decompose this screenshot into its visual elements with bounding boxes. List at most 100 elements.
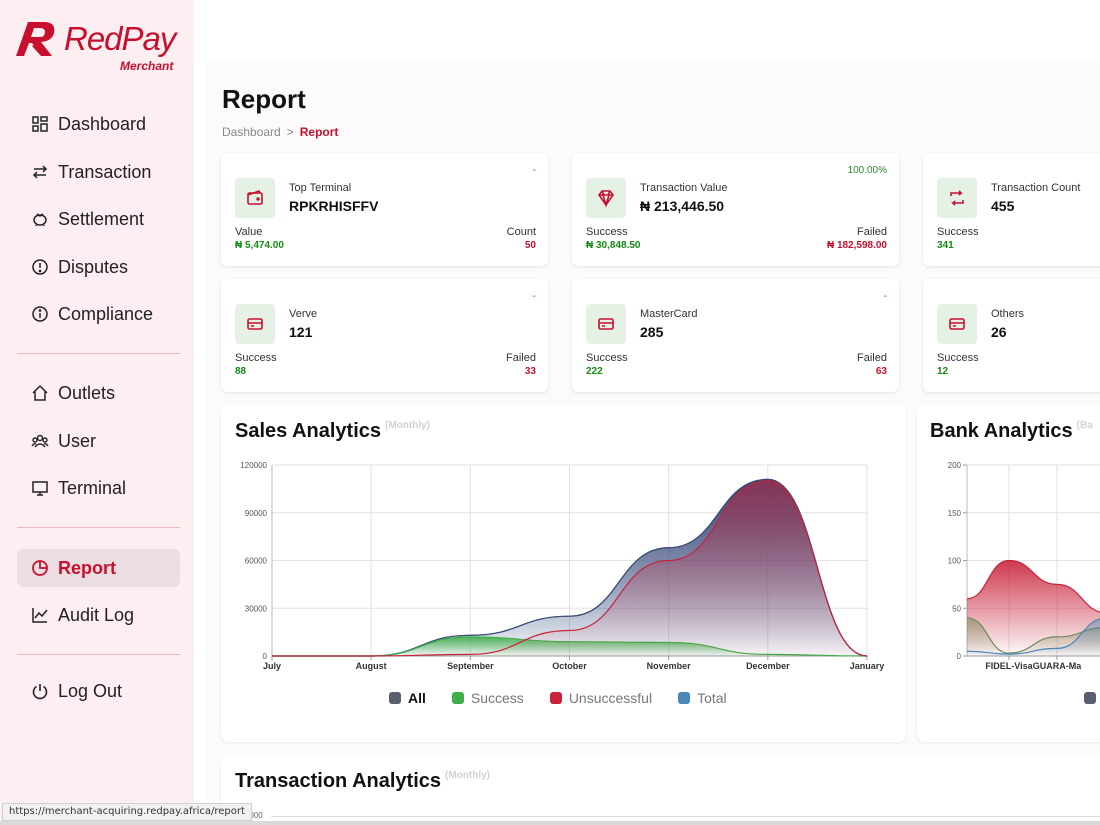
sales-analytics-title: Sales Analytics (Monthly) xyxy=(235,420,430,443)
legend-label: Success xyxy=(470,690,524,706)
sidebar-item-dashboard[interactable]: Dashboard xyxy=(17,105,180,143)
x-tick-label: August xyxy=(356,661,387,671)
sidebar-item-user[interactable]: User xyxy=(17,422,180,460)
card-bottom-left-value: 88 xyxy=(235,366,247,377)
card-bottom-right-value: 50 xyxy=(524,240,536,251)
y-tick-label: 0 xyxy=(957,652,962,661)
home-icon xyxy=(31,384,49,402)
sidebar-item-settlement[interactable]: Settlement xyxy=(17,200,180,238)
series-line-unsuccessful xyxy=(966,559,1100,613)
legend-item-total[interactable]: Total xyxy=(678,690,727,706)
redpay-logo[interactable]: RedPay Merchant xyxy=(14,18,186,74)
status-bar-url: https://merchant-acquiring.redpay.africa… xyxy=(2,803,252,821)
window-bottom-edge xyxy=(0,821,1100,825)
sidebar-item-label: Transaction xyxy=(58,161,152,182)
sidebar-item-label: Audit Log xyxy=(58,604,135,625)
credit-card-icon xyxy=(235,304,275,344)
bank-analytics-chart: 0 50 100 150 200 FIDEL-Visa GUARA-Ma xyxy=(948,461,1100,671)
panel-title-text: Transaction Analytics xyxy=(235,770,441,792)
x-tick-label: October xyxy=(552,661,587,671)
series-area-unsuccessful xyxy=(967,560,1100,656)
x-tick-label: July xyxy=(263,661,281,671)
y-tick-label: 150 xyxy=(948,509,962,518)
sidebar-item-label: Settlement xyxy=(58,208,145,229)
sidebar-item-label: Report xyxy=(58,557,116,578)
sidebar-item-audit-log[interactable]: Audit Log xyxy=(17,596,180,634)
credit-card-icon xyxy=(937,304,977,344)
sidebar-item-label: User xyxy=(58,430,97,451)
card-bottom-right-label: Failed xyxy=(506,352,536,364)
page-title: Report xyxy=(222,84,306,114)
dashboard-icon xyxy=(31,115,49,133)
sidebar-item-outlets[interactable]: Outlets xyxy=(17,374,180,412)
sales-analytics-chart: 0 30000 60000 90000 120000 July August Septembe… xyxy=(240,461,884,671)
card-bottom-right-label: Failed xyxy=(857,352,887,364)
series-line-unsuccessful xyxy=(272,480,868,657)
card-percent: - xyxy=(532,291,536,302)
card-label: Top Terminal xyxy=(289,182,352,194)
card-value: 26 xyxy=(991,324,1007,340)
legend-item-unsuccessful[interactable]: Unsuccessful xyxy=(549,690,653,706)
legend-label: Total xyxy=(697,690,727,706)
legend-label: Unsuccessful xyxy=(568,690,653,706)
sidebar-item-logout[interactable]: Log Out xyxy=(17,672,180,710)
card-label: Verve xyxy=(289,308,318,320)
x-tick-label: GUARA-Ma xyxy=(1033,661,1082,671)
line-chart-icon xyxy=(31,606,49,624)
transaction-analytics-panel: Transaction Analytics(Monthly) 120000 xyxy=(221,755,1100,825)
panel-title-text: Bank Analytics xyxy=(930,420,1073,442)
card-bottom-left-label: Success xyxy=(235,352,277,364)
transaction-value-card: 100.00% Transaction Value ₦ 213,446.50 S… xyxy=(572,153,899,266)
users-icon xyxy=(31,432,49,450)
arrows-exchange-icon xyxy=(31,163,49,181)
y-tick-label: 90000 xyxy=(245,509,268,518)
card-bottom-right-label: Failed xyxy=(857,226,887,238)
alert-circle-icon xyxy=(31,258,49,276)
sidebar-divider xyxy=(17,527,180,528)
panel-subtitle: (Monthly) xyxy=(445,770,490,781)
sidebar-item-compliance[interactable]: Compliance xyxy=(17,295,180,333)
mastercard-card: - MasterCard 285 Success 222 Failed 63 xyxy=(572,279,899,392)
x-tick-label: November xyxy=(647,661,692,671)
card-label: Transaction Value xyxy=(640,182,728,194)
brand-sub: Merchant xyxy=(120,59,174,73)
breadcrumb: Dashboard > Report xyxy=(222,125,338,139)
y-tick-label: 60000 xyxy=(245,557,268,566)
sidebar-item-label: Terminal xyxy=(58,477,127,498)
card-bottom-left-label: Success xyxy=(586,352,628,364)
transaction-analytics-title: Transaction Analytics (Monthly) xyxy=(235,770,490,793)
breadcrumb-root[interactable]: Dashboard xyxy=(222,125,281,139)
sidebar-item-label: Log Out xyxy=(58,680,123,701)
card-percent: - xyxy=(883,291,887,302)
card-value: RPKRHISFFV xyxy=(289,198,379,214)
card-bottom-left-value: ₦ 5,474.00 xyxy=(235,240,284,251)
sidebar-item-label: Compliance xyxy=(58,303,154,324)
sidebar-item-label: Dashboard xyxy=(58,113,147,134)
sidebar-item-label: Disputes xyxy=(58,256,129,277)
top-terminal-card: - Top Terminal RPKRHISFFV Value ₦ 5,474.… xyxy=(221,153,548,266)
y-tick-label: 100 xyxy=(948,557,962,566)
sidebar-item-terminal[interactable]: Terminal xyxy=(17,469,180,507)
brand-name: RedPay xyxy=(64,20,176,57)
card-value: 121 xyxy=(289,324,313,340)
card-bottom-right-label: Count xyxy=(506,226,536,238)
bank-analytics-panel: Bank Analytics (Ba 0 50 100 150 200 FIDEL-Visa… xyxy=(917,404,1100,742)
legend-swatch[interactable] xyxy=(1084,692,1096,704)
panel-title-text: Sales Analytics xyxy=(235,420,382,442)
panel-subtitle: (Monthly) xyxy=(385,420,431,431)
sidebar-item-report[interactable]: Report xyxy=(17,549,180,587)
legend-item-all[interactable]: All xyxy=(389,690,426,706)
y-tick-label: 50 xyxy=(952,604,961,613)
card-bottom-left-label: Success xyxy=(586,226,628,238)
sidebar-item-transaction[interactable]: Transaction xyxy=(17,153,180,191)
others-card: Others 26 Success 12 xyxy=(923,279,1100,392)
sidebar: RedPay Merchant Dashboard Transaction Se… xyxy=(0,0,194,825)
legend-swatch xyxy=(389,692,401,704)
card-label: Others xyxy=(991,308,1025,320)
y-tick-label: 0 xyxy=(263,652,268,661)
card-value: ₦ 213,446.50 xyxy=(640,198,725,214)
redpay-logo-mark-icon xyxy=(16,22,55,56)
sidebar-divider xyxy=(17,353,180,354)
sidebar-item-disputes[interactable]: Disputes xyxy=(17,248,180,286)
legend-item-success[interactable]: Success xyxy=(451,690,524,706)
